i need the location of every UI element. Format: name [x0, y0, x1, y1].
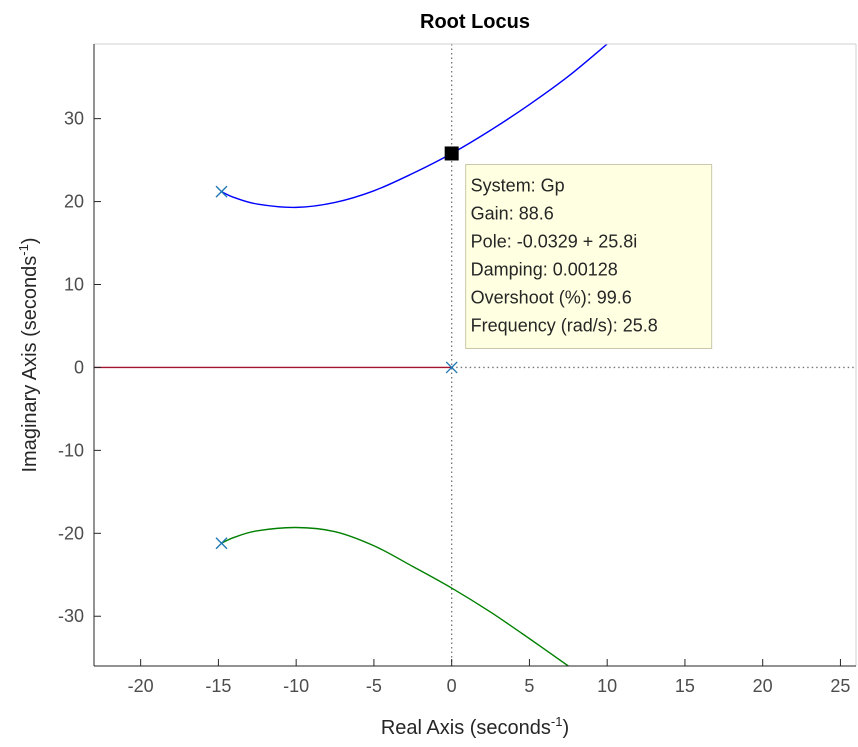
chart-title: Root Locus	[420, 11, 530, 33]
locus-branch-2[interactable]	[221, 526, 569, 666]
y-tick-label: -10	[58, 440, 84, 460]
x-tick-label: 5	[524, 676, 534, 696]
x-tick-label: -15	[205, 676, 231, 696]
y-tick-label: -20	[58, 523, 84, 543]
x-tick-label: 0	[447, 676, 457, 696]
data-tip-background	[465, 163, 713, 349]
data-tip-marker[interactable]	[444, 146, 459, 161]
pole-marker-stroke	[215, 537, 228, 550]
data-tip-line: System: Gp	[471, 175, 565, 195]
y-tick-label: -30	[58, 606, 84, 626]
data-tip-line: Damping: 0.00128	[471, 259, 618, 279]
x-tick-label: 20	[753, 676, 773, 696]
pole-marker-2[interactable]	[215, 537, 228, 550]
pole-marker-3[interactable]	[445, 361, 458, 374]
y-tick-label: 10	[64, 275, 84, 295]
data-tip-line: Frequency (rad/s): 25.8	[471, 315, 658, 335]
data-tip-line: Overshoot (%): 99.6	[471, 287, 632, 307]
y-tick-label: 30	[64, 109, 84, 129]
data-tip-box[interactable]: System: Gp Gain: 88.6 Pole: -0.0329 + 25.8…	[465, 163, 713, 349]
pole-marker-stroke	[215, 185, 228, 198]
x-axis-title: Real Axis (seconds-1)	[381, 714, 569, 739]
x-tick-label: 25	[830, 676, 850, 696]
data-tip-line: Pole: -0.0329 + 25.8i	[471, 231, 638, 251]
x-tick-label: 15	[675, 676, 695, 696]
y-axis-title: Imaginary Axis (seconds-1)	[16, 238, 41, 473]
x-tick-label: -20	[128, 676, 154, 696]
locus-branch-1[interactable]	[221, 44, 608, 209]
x-tick-label: -10	[283, 676, 309, 696]
pole-marker-stroke	[445, 361, 458, 374]
data-tip-line: Gain: 88.6	[471, 203, 554, 223]
y-tick-label: 20	[64, 192, 84, 212]
x-tick-label: 10	[597, 676, 617, 696]
pole-marker-1[interactable]	[215, 185, 228, 198]
x-tick-label: -5	[366, 676, 382, 696]
plot-area[interactable]	[94, 44, 856, 666]
y-tick-label: 0	[74, 357, 84, 377]
